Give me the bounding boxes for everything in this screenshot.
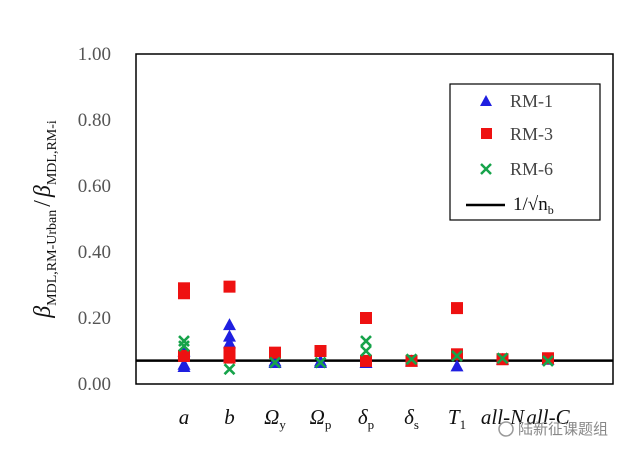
legend-label-rm6: RM-6 [510,159,553,179]
data-point-rm-6 [223,363,236,376]
ylabel-beta-2: β [30,185,56,198]
x-category-label: Ωy [264,405,286,432]
data-point-rm-3 [360,312,372,324]
legend-label-ref: 1/√nb [513,194,554,217]
x-category-label: δs [404,405,419,432]
data-point-rm-1 [223,329,236,342]
y-tick-label: 0.60 [78,176,111,197]
x-category-label: all-C [526,405,570,429]
y-tick-label: 0.80 [78,110,111,131]
ylabel-beta-1: β [30,306,56,319]
wechat-icon [498,421,514,437]
y-tick-label: 0.20 [78,308,111,329]
legend: RM-1 RM-3 RM-6 1/√nb [449,83,601,221]
data-point-rm-6 [269,356,281,369]
legend-box [449,83,601,221]
data-point-rm-1 [223,318,236,331]
legend-label-rm3: RM-3 [510,124,553,144]
x-category-label: Ωp [310,405,332,432]
data-point-rm-3 [360,354,372,367]
data-point-rm-6 [496,352,509,365]
legend-label-rm1: RM-1 [510,91,553,111]
data-point-rm-3 [178,349,190,362]
data-point-rm-1 [314,354,327,367]
x-category-label: T1 [448,405,466,432]
data-point-rm-6 [451,350,463,362]
y-tick-label: 1.00 [78,44,111,65]
y-tick-label: 0.00 [78,374,111,395]
legend-marker-rm6 [480,163,492,175]
legend-marker-rm3 [481,128,492,139]
data-point-rm-3 [269,346,281,359]
legend-ref-sub: b [548,203,554,217]
x-category-label: all-N [481,405,525,429]
ylabel-slash: / [30,200,56,207]
data-point-rm-1 [268,354,282,367]
data-point-rm-6 [542,354,554,367]
y-tick-label: 0.40 [78,242,111,263]
data-point-rm-1 [177,357,191,370]
data-point-rm-6 [360,345,372,357]
data-point-rm-3 [223,280,236,293]
data-point-rm-3 [178,287,190,300]
y-axis-label: βMDL,RM-Urban/βMDL,RM-i [30,120,60,319]
legend-ref-text: 1/√n [513,194,548,215]
x-category-labels: a b Ωy Ωp δp δs T1 all-N all-C [179,405,571,432]
data-point-rm-6 [178,340,190,352]
data-point-rm-6 [405,353,418,366]
x-category-label: b [224,405,235,429]
data-points [177,280,555,376]
watermark-text: 陆新征课题组 [518,420,608,438]
data-point-rm-3 [223,351,236,364]
x-category-label: a [179,405,190,429]
data-point-rm-1 [223,336,236,349]
y-tick-labels: 0.00 0.20 0.40 0.60 0.80 1.00 [78,44,111,395]
data-point-rm-6 [360,335,372,348]
x-category-label: δp [358,405,374,432]
ylabel-sub-1: MDL,RM-Urban [45,210,60,306]
legend-marker-rm1 [480,95,492,106]
data-point-rm-1 [450,359,464,372]
data-point-rm-3 [451,302,463,315]
data-point-rm-6 [314,356,327,369]
svg-text:βMDL,RM-Urban/βMDL,RM-i: βMDL,RM-Urban/βMDL,RM-i [30,120,60,319]
watermark: 陆新征课题组 [498,420,608,438]
data-point-rm-3 [314,345,327,357]
data-point-rm-3 [542,352,554,365]
ylabel-sub-2: MDL,RM-i [45,120,60,185]
